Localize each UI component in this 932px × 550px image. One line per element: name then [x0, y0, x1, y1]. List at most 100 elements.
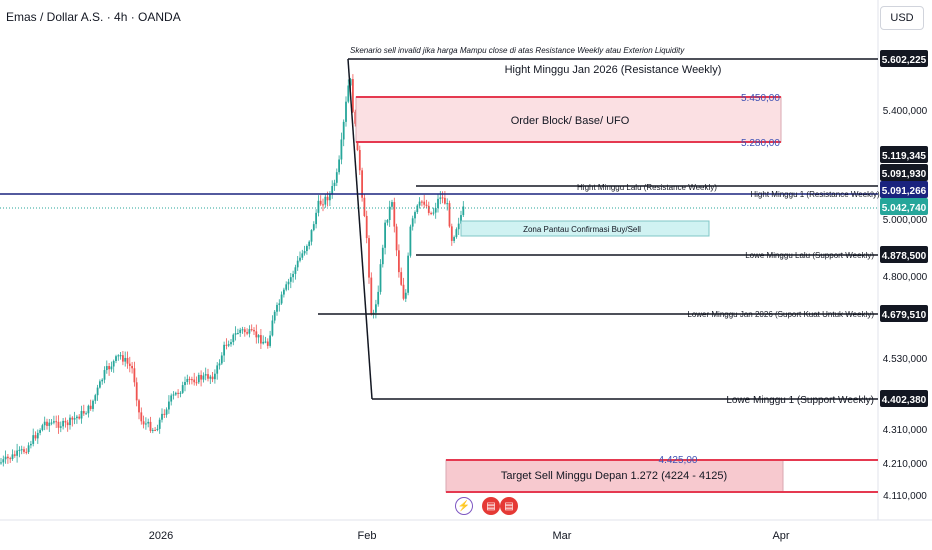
- candle-body: [342, 121, 345, 140]
- candle-body: [149, 421, 152, 431]
- candle-body: [36, 432, 39, 439]
- candle-body: [108, 366, 110, 370]
- candle-body: [99, 381, 101, 388]
- candle-body: [379, 264, 382, 292]
- candle-body: [398, 250, 400, 273]
- candle-body: [23, 449, 25, 452]
- candle-body: [404, 292, 407, 299]
- candle-body: [2, 459, 5, 463]
- candle-body: [57, 421, 60, 428]
- candle-body: [193, 379, 196, 383]
- candle-body: [262, 341, 265, 344]
- candle-body: [145, 423, 147, 425]
- candle-body: [105, 366, 108, 371]
- price-label: 4.402,380: [882, 395, 927, 406]
- price-label: 4.679,510: [882, 310, 927, 321]
- candle-body: [441, 197, 444, 199]
- candle-body: [306, 246, 308, 252]
- candle-body: [135, 382, 138, 401]
- candle-body: [223, 344, 225, 356]
- event-flag-icon[interactable]: ▤: [482, 497, 500, 515]
- time-axis[interactable]: 2026 Feb Mar Apr: [149, 530, 790, 542]
- candle-body: [414, 212, 416, 219]
- candle-body: [450, 226, 453, 241]
- candle-body: [241, 329, 244, 331]
- event-flag-icon[interactable]: ▤: [500, 497, 518, 515]
- candle-body: [349, 79, 352, 86]
- x-tick-label: Feb: [358, 530, 377, 542]
- x-tick-label: 2026: [149, 530, 173, 542]
- price-label-box: [880, 146, 928, 163]
- candle-body: [434, 208, 437, 213]
- candle-body: [197, 374, 200, 383]
- candle-body: [211, 376, 214, 380]
- candle-body: [165, 409, 168, 415]
- price-label: 4.878,500: [882, 251, 927, 262]
- price-axis[interactable]: 5.400,000 5.000,000 4.800,000 4.530,000 4.31…: [883, 106, 928, 502]
- price-label: 5.602,225: [882, 55, 927, 66]
- candle-body: [30, 443, 32, 446]
- candle-body: [287, 281, 290, 285]
- candle-body: [225, 344, 228, 346]
- candle-body: [103, 370, 106, 380]
- candle-body: [386, 220, 389, 223]
- candle-body: [59, 426, 62, 428]
- candle-body: [250, 329, 253, 331]
- candle-body: [243, 329, 246, 333]
- candle-body: [384, 222, 386, 248]
- candle-body: [110, 366, 113, 370]
- monitor-zone-label: Zona Pantau Confirmasi Buy/Sell: [523, 225, 641, 234]
- candle-body: [407, 255, 409, 293]
- event-bolt-icon[interactable]: ⚡: [455, 497, 473, 515]
- candle-body: [358, 149, 361, 171]
- candle-body: [457, 223, 460, 230]
- candle-body: [119, 355, 122, 357]
- symbol-title[interactable]: Emas / Dollar A.S. · 4h · OANDA: [6, 10, 181, 24]
- candle-body: [448, 203, 451, 227]
- candle-body: [285, 284, 288, 290]
- candle-body: [0, 462, 2, 464]
- candle-body: [416, 205, 419, 213]
- candle-body: [301, 253, 304, 258]
- candle-body: [32, 435, 35, 444]
- price-label: 5.042,740: [882, 203, 927, 214]
- candle-body: [230, 342, 232, 345]
- candle-body: [365, 215, 368, 239]
- candle-body: [124, 357, 127, 362]
- candle-body: [92, 400, 94, 409]
- candle-body: [460, 215, 462, 224]
- candle-body: [370, 277, 373, 315]
- candle-body: [329, 194, 331, 201]
- candle-body: [142, 421, 145, 425]
- candle-body: [133, 368, 136, 383]
- candle-body: [232, 334, 235, 343]
- candle-body: [322, 204, 324, 206]
- candle-body: [299, 257, 301, 261]
- currency-selector[interactable]: USD: [880, 6, 924, 30]
- y-tick-label: 4.310,000: [883, 425, 928, 436]
- trend-line-down[interactable]: [347, 58, 373, 400]
- candle-body: [66, 422, 69, 426]
- candle-body: [377, 291, 380, 305]
- candle-body: [294, 267, 297, 274]
- price-label: 5.091,930: [882, 169, 927, 180]
- candle-body: [317, 200, 320, 213]
- candle-body: [375, 304, 377, 313]
- candle-body: [391, 202, 393, 207]
- candle-body: [266, 341, 269, 346]
- candle-body: [179, 392, 182, 394]
- candle-body: [168, 401, 170, 410]
- target-sell-rect[interactable]: [445, 459, 784, 493]
- order-block-label: Order Block/ Base/ UFO: [511, 115, 630, 127]
- order-block-rect[interactable]: [355, 96, 782, 143]
- candle-body: [444, 197, 446, 204]
- candle-body: [71, 417, 74, 420]
- high-jan-label: Hight Minggu Jan 2026 (Resistance Weekly…: [505, 64, 722, 76]
- candle-body: [423, 201, 426, 205]
- candle-body: [418, 201, 421, 206]
- monitor-zone-rect[interactable]: [460, 220, 710, 237]
- price-label-box: [880, 164, 928, 181]
- candle-body: [78, 416, 81, 419]
- candle-body: [156, 428, 159, 431]
